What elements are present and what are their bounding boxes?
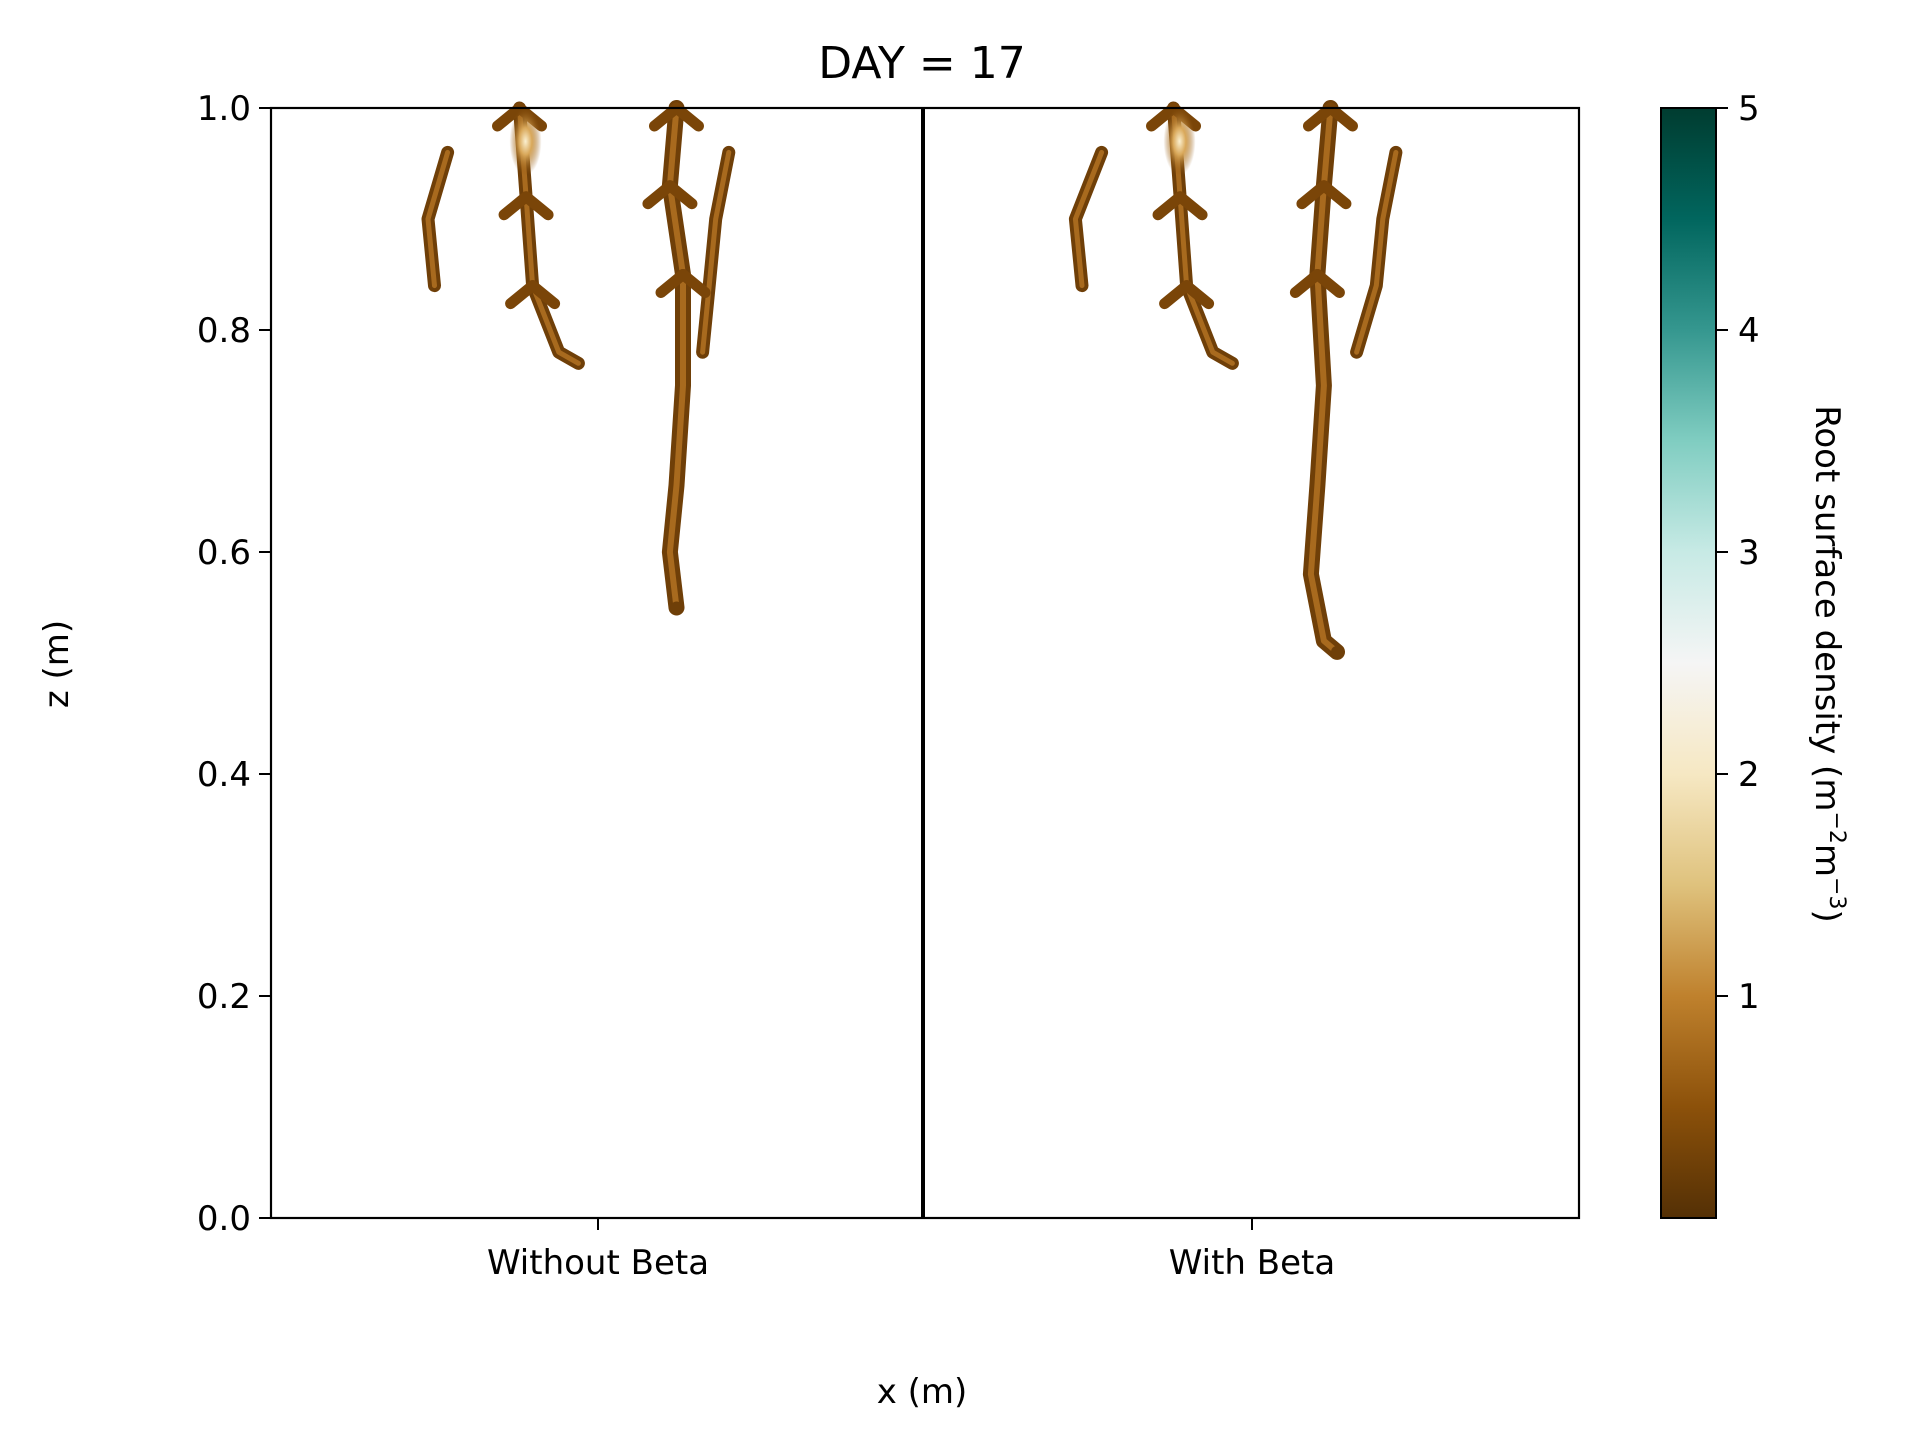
root-lateral: [670, 102, 704, 132]
root-lateral: [1311, 269, 1345, 298]
colorbar-ticks: 1 2 3 4 5: [1716, 89, 1760, 1017]
x-axis-label: x (m): [877, 1372, 968, 1412]
root-lateral: [1324, 102, 1358, 132]
y-tick-label: 1.0: [197, 89, 251, 129]
root-lateral: [677, 269, 711, 298]
colorbar-tick-label: 3: [1738, 533, 1760, 573]
y-tick-label: 0.2: [197, 977, 251, 1017]
y-tick-label: 0.6: [197, 533, 251, 573]
colorbar-tick-label: 4: [1738, 311, 1760, 351]
root-segment-core: [1354, 149, 1399, 355]
density-hotspot: [1163, 107, 1196, 176]
root-panel-0: [421, 100, 736, 616]
colorbar-tick-label: 5: [1738, 89, 1760, 129]
root-segment-core: [1307, 105, 1340, 655]
colorbar-tick-label: 2: [1738, 755, 1760, 795]
root-tip: [1331, 645, 1344, 658]
colorbar: [1660, 107, 1717, 1219]
root-lateral: [1181, 280, 1215, 310]
root-lateral: [527, 280, 561, 310]
x-tick-label: Without Beta: [487, 1243, 709, 1283]
root-tip: [670, 601, 683, 614]
y-tick-label: 0.8: [197, 311, 251, 351]
root-lateral: [520, 191, 554, 221]
root-segment-core: [1072, 149, 1105, 289]
root-panel-1: [1068, 100, 1403, 660]
colorbar-tick-label: 1: [1738, 977, 1760, 1017]
root-segment-core: [425, 149, 451, 289]
y-axis: 0.0 0.2 0.4 0.6 0.8 1.0: [197, 89, 271, 1239]
y-tick-label: 0.4: [197, 755, 251, 795]
density-hotspot: [509, 107, 542, 176]
x-axis: Without Beta With Beta: [487, 1218, 1335, 1283]
x-tick-label: With Beta: [1169, 1243, 1335, 1283]
y-axis-label: z (m): [37, 620, 77, 708]
root-lateral: [664, 180, 698, 210]
root-lateral: [1318, 180, 1352, 210]
root-architecture-layer: [421, 100, 1403, 660]
root-segment-core: [700, 149, 732, 355]
root-lateral: [1174, 191, 1208, 221]
y-tick-label: 0.0: [197, 1199, 251, 1239]
colorbar-label: Root surface density (m−2m−3): [1807, 405, 1849, 922]
chart-title: DAY = 17: [818, 38, 1026, 89]
